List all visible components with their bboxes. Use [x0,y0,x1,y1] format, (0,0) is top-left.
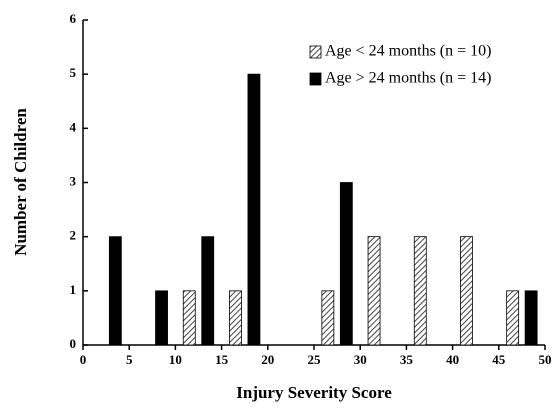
x-tick-label: 5 [126,352,133,367]
y-tick-label: 0 [70,336,77,351]
y-tick-label: 6 [70,11,77,26]
x-axis-label: Injury Severity Score [236,383,392,402]
bar [155,290,168,346]
x-tick-label: 15 [215,352,229,367]
bar [524,290,538,346]
bar [247,73,261,346]
x-tick-label: 30 [354,352,367,367]
y-axis-label: Number of Children [11,108,30,256]
x-tick-label: 40 [446,352,459,367]
y-tick-label: 5 [70,65,77,80]
x-tick-label: 20 [261,352,274,367]
bar [339,182,353,346]
x-tick-label: 45 [492,352,506,367]
bar [413,236,427,346]
y-tick-label: 3 [70,173,77,188]
bar [182,290,196,346]
bar [460,236,473,346]
bar [108,236,122,346]
bar [201,236,215,346]
y-tick-label: 4 [70,119,77,134]
legend-swatch [309,72,322,86]
bar [367,236,381,346]
x-tick-label: 25 [308,352,322,367]
y-tick-label: 1 [70,282,77,297]
x-tick-label: 0 [80,352,87,367]
bar [229,290,242,346]
x-tick-label: 35 [400,352,414,367]
legend-label: Age < 24 months (n = 10) [325,43,491,60]
legend-swatch [309,45,322,59]
bar [321,290,335,346]
legend-label: Age > 24 months (n = 14) [325,70,491,87]
x-tick-label: 50 [539,352,552,367]
y-tick-label: 2 [70,228,77,243]
x-tick-label: 10 [169,352,182,367]
bar [506,290,520,346]
